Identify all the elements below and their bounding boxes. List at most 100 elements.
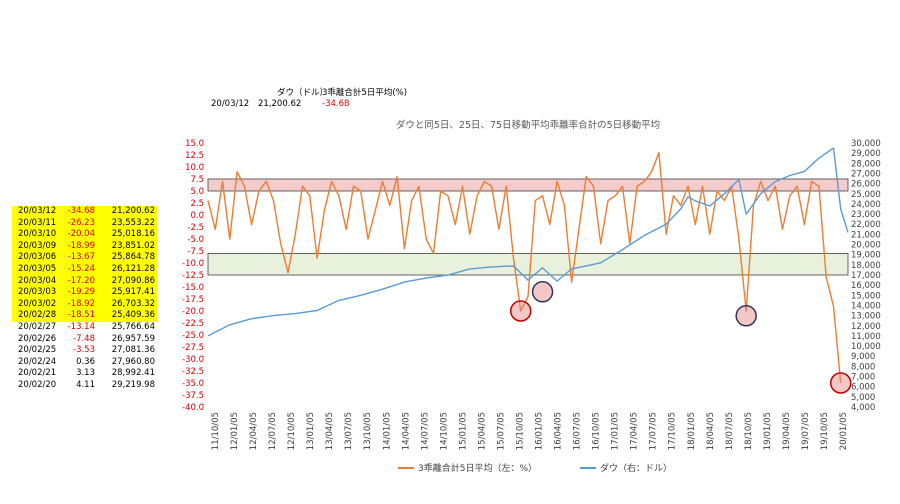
table-cell-date: 20/03/10 xyxy=(18,229,57,240)
table-cell-val: -3.53 xyxy=(73,345,95,356)
x-tick: 12/04/05 xyxy=(249,412,259,450)
chart-title: ダウと同5日、25日、75日移動平均乖離率合計の5日移動平均 xyxy=(396,119,660,131)
table-row: 20/02/26 -7.48 26,957.59 xyxy=(12,334,157,346)
table-cell-dow: 26,703.32 xyxy=(111,298,155,309)
table-cell-dow: 25,917.41 xyxy=(111,287,155,298)
x-tick: 14/04/05 xyxy=(401,412,411,450)
y-left-tick: -22.5 xyxy=(182,319,204,329)
table-cell-date: 20/02/27 xyxy=(18,321,57,332)
header-dow-value: 21,200.62 xyxy=(258,99,302,109)
table-cell-val: -18.92 xyxy=(67,298,95,309)
y-right-tick: 11,000 xyxy=(851,332,881,342)
y-left-tick: -17.5 xyxy=(182,295,204,305)
table-cell-date: 20/03/09 xyxy=(18,240,57,251)
y-right-tick: 29,000 xyxy=(851,149,881,159)
table-cell-dow: 27,081.36 xyxy=(111,345,155,356)
table-cell-date: 20/03/03 xyxy=(18,287,57,298)
y-left-tick: -12.5 xyxy=(182,271,204,281)
series-line-1 xyxy=(207,147,849,337)
x-tick: 19/07/05 xyxy=(801,412,811,450)
table-cell-dow: 23,851.02 xyxy=(111,240,155,251)
x-tick: 16/10/05 xyxy=(592,412,602,450)
header-date: 20/03/12 xyxy=(211,99,250,109)
x-tick: 14/10/05 xyxy=(439,412,449,450)
legend-label-0: 3乖離合計5日平均（左：%） xyxy=(418,462,537,474)
y-left-tick: -5.0 xyxy=(187,235,204,245)
y-right-tick: 15,000 xyxy=(851,291,881,301)
x-tick: 14/01/05 xyxy=(382,412,392,450)
table-cell-date: 20/02/28 xyxy=(18,310,57,321)
table-cell-val: -26.23 xyxy=(67,217,95,228)
table-row: 20/03/12 -34.68 21,200.62 xyxy=(12,206,157,218)
y-left-tick: -15.0 xyxy=(182,283,204,293)
table-cell-dow: 27,090.86 xyxy=(111,275,155,286)
table-row: 20/03/06 -13.67 25,864.78 xyxy=(12,252,157,264)
y-left-tick: -35.0 xyxy=(182,379,204,389)
table-row: 20/02/28 -18.51 25,409.36 xyxy=(12,310,157,322)
table-cell-dow: 21,200.62 xyxy=(111,206,155,216)
y-left-tick: 15.0 xyxy=(185,139,204,149)
x-tick: 13/10/05 xyxy=(363,412,373,450)
table-cell-val: 4.11 xyxy=(76,379,95,390)
table-cell-date: 20/02/21 xyxy=(18,368,57,379)
table-row: 20/03/05 -15.24 26,121.28 xyxy=(12,263,157,276)
table-cell-date: 20/02/20 xyxy=(18,379,57,390)
y-right-tick: 4,000 xyxy=(851,403,875,413)
y-left-tick: -2.5 xyxy=(187,223,204,233)
table-cell-dow: 29,219.98 xyxy=(111,379,155,390)
table-cell-date: 20/03/06 xyxy=(18,252,57,263)
highlight-marker xyxy=(531,281,554,303)
y-right-tick: 14,000 xyxy=(851,301,881,311)
x-tick: 19/10/05 xyxy=(820,412,830,450)
x-tick: 12/07/05 xyxy=(268,412,278,450)
y-right-tick: 20,000 xyxy=(851,241,881,251)
table-row: 20/02/25 -3.53 27,081.36 xyxy=(12,345,157,357)
x-tick: 13/07/05 xyxy=(344,412,354,450)
y-right-tick: 12,000 xyxy=(851,322,881,332)
table-cell-val: -13.67 xyxy=(67,252,95,263)
x-tick: 11/10/05 xyxy=(211,412,221,450)
header-deviation-value: -34.68 xyxy=(322,99,350,109)
table-row: 20/03/03 -19.29 25,917.41 xyxy=(12,287,157,299)
table-cell-dow: 23,553.22 xyxy=(111,217,155,228)
x-tick: 17/10/05 xyxy=(668,412,678,450)
header-deviation-label: 3乖離合計5日平均(%) xyxy=(322,88,408,98)
y-left-tick: -20.0 xyxy=(182,307,204,317)
highlight-marker xyxy=(829,372,852,394)
band-1 xyxy=(207,252,849,276)
table-row: 20/02/21 3.13 28,992.41 xyxy=(12,368,157,380)
table-cell-val: -17.20 xyxy=(67,275,95,286)
y-right-tick: 19,000 xyxy=(851,251,881,261)
table-cell-val: 0.36 xyxy=(76,356,95,367)
table-cell-val: -19.29 xyxy=(67,287,95,298)
y-right-tick: 16,000 xyxy=(851,281,881,291)
table-cell-date: 20/03/05 xyxy=(18,263,57,274)
y-right-tick: 18,000 xyxy=(851,261,881,271)
x-tick: 17/01/05 xyxy=(611,412,621,450)
x-tick: 13/04/05 xyxy=(325,412,335,450)
table-cell-val: -18.99 xyxy=(67,240,95,251)
table-cell-dow: 25,018.16 xyxy=(111,229,155,240)
y-right-tick: 21,000 xyxy=(851,230,881,240)
table-row: 20/03/11 -26.23 23,553.22 xyxy=(12,217,157,230)
y-left-tick: 7.5 xyxy=(190,175,204,185)
x-tick: 14/07/05 xyxy=(420,412,430,450)
x-tick: 17/07/05 xyxy=(649,412,659,450)
x-tick: 15/07/05 xyxy=(496,412,506,450)
x-tick: 16/01/05 xyxy=(535,412,545,450)
highlight-marker xyxy=(509,300,532,322)
table-cell-val: -15.24 xyxy=(67,263,95,274)
table-row: 20/03/09 -18.99 23,851.02 xyxy=(12,240,157,253)
y-left-tick: 12.5 xyxy=(185,151,204,161)
x-tick: 20/01/05 xyxy=(839,412,849,450)
table-row: 20/02/24 0.36 27,960.80 xyxy=(12,357,157,369)
table-cell-dow: 26,957.59 xyxy=(111,333,155,344)
legend-label-1: ダウ（右：ドル） xyxy=(600,462,672,474)
table-cell-val: -18.51 xyxy=(67,310,95,321)
y-left-tick: -32.5 xyxy=(182,367,204,377)
x-tick: 12/10/05 xyxy=(287,412,297,450)
table-row: 20/03/02 -18.92 26,703.32 xyxy=(12,298,157,311)
y-right-tick: 6,000 xyxy=(851,383,875,393)
x-tick: 16/07/05 xyxy=(573,412,583,450)
